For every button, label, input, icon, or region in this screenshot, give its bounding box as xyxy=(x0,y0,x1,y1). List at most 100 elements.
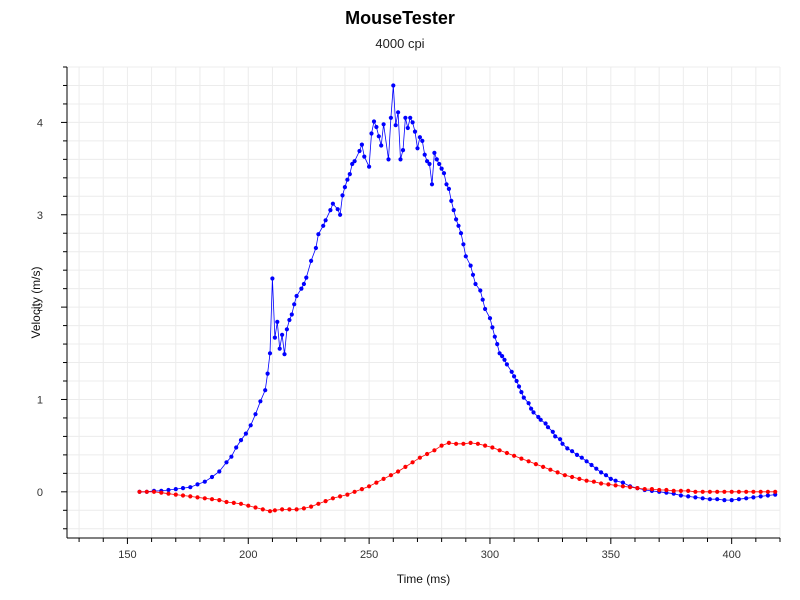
data-point xyxy=(456,223,461,228)
data-point xyxy=(294,507,299,512)
data-point xyxy=(504,450,509,456)
data-point xyxy=(403,115,408,120)
data-point xyxy=(287,507,292,512)
data-point xyxy=(234,445,239,450)
data-point xyxy=(736,489,742,494)
y-tick-label: 4 xyxy=(37,117,43,129)
data-point xyxy=(434,157,439,162)
data-point xyxy=(444,182,449,187)
data-point xyxy=(166,491,171,496)
data-point xyxy=(231,500,236,505)
data-point xyxy=(396,469,401,474)
data-point xyxy=(521,395,526,400)
data-point xyxy=(599,481,604,486)
data-point xyxy=(323,218,328,223)
data-point xyxy=(446,440,451,445)
data-point xyxy=(541,464,546,469)
data-point xyxy=(678,488,684,493)
data-point xyxy=(729,489,734,494)
y-axis-label: Velocity (m/s) xyxy=(29,266,43,338)
data-point xyxy=(173,492,178,497)
series-line xyxy=(139,442,776,512)
data-point xyxy=(224,460,229,465)
data-point xyxy=(458,231,464,236)
data-point xyxy=(570,449,575,454)
data-point xyxy=(468,263,473,268)
data-point xyxy=(594,466,599,471)
data-point xyxy=(533,462,539,467)
data-point xyxy=(526,401,531,406)
data-point xyxy=(420,138,425,143)
data-point xyxy=(531,410,536,415)
data-point xyxy=(374,480,379,485)
x-tick-label: 250 xyxy=(360,549,378,561)
data-point xyxy=(270,276,275,281)
data-point xyxy=(463,254,468,259)
y-tick-label: 1 xyxy=(37,394,43,406)
data-point xyxy=(369,131,374,136)
data-point xyxy=(316,501,321,506)
x-tick-label: 350 xyxy=(602,549,620,561)
data-point xyxy=(195,495,200,500)
data-point xyxy=(579,455,584,460)
data-point xyxy=(562,473,568,478)
data-point xyxy=(589,462,594,468)
data-point xyxy=(613,483,618,488)
data-point xyxy=(454,217,459,222)
data-point xyxy=(671,488,676,493)
data-point xyxy=(480,297,485,302)
data-point xyxy=(282,352,287,357)
data-point xyxy=(415,146,420,151)
data-point xyxy=(613,478,618,483)
data-point xyxy=(475,441,480,446)
data-point xyxy=(359,487,364,492)
data-point xyxy=(758,494,763,499)
data-point xyxy=(195,482,200,487)
data-point xyxy=(376,134,381,139)
data-point xyxy=(468,440,473,445)
data-point xyxy=(321,223,326,228)
data-point xyxy=(432,150,437,155)
data-point xyxy=(224,499,229,505)
data-point xyxy=(393,123,398,128)
data-point xyxy=(446,186,451,191)
data-point xyxy=(408,115,413,120)
data-point xyxy=(693,495,698,500)
data-point xyxy=(292,302,297,307)
data-point xyxy=(403,464,408,469)
axes: 150 200 250 300 350 400 0 1 2 3 4 xyxy=(37,66,781,561)
data-point xyxy=(514,378,519,384)
series-0 xyxy=(137,83,778,503)
data-point xyxy=(217,469,222,474)
data-point xyxy=(144,489,149,494)
data-point xyxy=(454,441,459,446)
data-point xyxy=(736,497,742,502)
data-point xyxy=(209,474,215,480)
x-tick-label: 200 xyxy=(239,549,257,561)
x-tick-label: 400 xyxy=(722,549,740,561)
x-axis-label: Time (ms) xyxy=(397,572,451,586)
data-point xyxy=(439,443,444,448)
data-point xyxy=(243,431,248,436)
data-point xyxy=(461,242,466,247)
data-point xyxy=(173,487,178,492)
data-point xyxy=(529,406,534,411)
data-point xyxy=(470,272,476,277)
data-point xyxy=(396,110,401,115)
data-point xyxy=(483,306,488,312)
data-point xyxy=(553,434,558,439)
data-point xyxy=(686,494,691,499)
data-point xyxy=(265,371,270,376)
data-point xyxy=(267,351,273,356)
data-point xyxy=(449,198,454,203)
data-point xyxy=(299,286,304,291)
data-point xyxy=(555,470,560,475)
data-point xyxy=(381,122,386,127)
data-point xyxy=(417,135,422,140)
data-point xyxy=(304,275,309,280)
data-point xyxy=(516,384,522,389)
y-tick-label: 3 xyxy=(37,210,43,222)
data-point xyxy=(151,489,157,494)
data-point xyxy=(267,509,273,514)
chart-subtitle: 4000 cpi xyxy=(375,36,425,51)
